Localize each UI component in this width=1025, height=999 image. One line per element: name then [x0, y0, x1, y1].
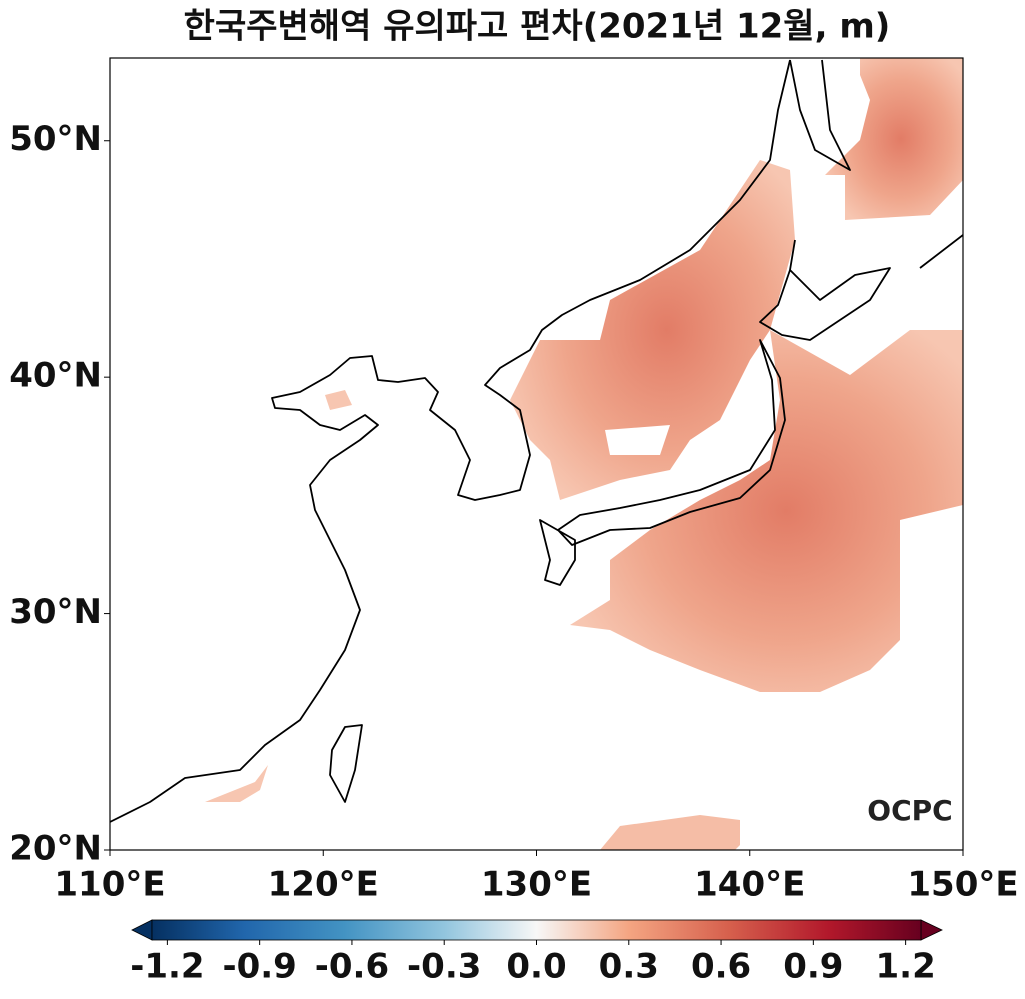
- colorbar-tick-label: -1.2: [130, 947, 204, 987]
- colorbar-tick-label: 0.3: [599, 947, 659, 987]
- logo: OCPC: [867, 794, 952, 827]
- colorbar-tick-label: 0.9: [783, 947, 843, 987]
- x-tick-label: 120°E: [268, 865, 379, 905]
- y-tick-label: 40°N: [9, 356, 102, 396]
- anomaly-area: [205, 765, 268, 802]
- anomaly-area: [825, 58, 963, 220]
- coastline: [539, 339, 786, 586]
- colorbar-tick-label: 0.0: [506, 947, 566, 987]
- anomaly-area: [570, 330, 963, 692]
- title: 한국주변해역 유의파고 편차(2021년 12월, m): [184, 7, 891, 47]
- x-tick-label: 130°E: [481, 865, 592, 905]
- anomaly-area: [510, 160, 795, 500]
- axes: 110°E 120°E 130°E 140°E 150°E 20°N 30°N 40°N 50°…: [9, 119, 1018, 986]
- coastline: [110, 59, 791, 823]
- colorbar-tick-label: -0.3: [407, 947, 481, 987]
- colorbar-tick-label: -0.6: [315, 947, 389, 987]
- colorbar-end: [920, 919, 943, 941]
- y-tick-label: 30°N: [9, 592, 102, 632]
- x-tick-label: 110°E: [54, 865, 165, 905]
- x-tick-label: 140°E: [694, 865, 805, 905]
- anomaly-area: [325, 390, 352, 410]
- coastline: [329, 234, 963, 803]
- colorbar-tick-label: -0.9: [222, 947, 296, 987]
- colorbar-tick-label: 0.6: [691, 947, 751, 987]
- coastline: [759, 59, 891, 341]
- y-tick-label: 20°N: [9, 829, 102, 869]
- anomaly-area: [600, 815, 740, 850]
- map: [110, 58, 963, 850]
- colorbar-end: [131, 919, 153, 941]
- colorbar-tick-label: 1.2: [876, 947, 936, 987]
- x-tick-label: 150°E: [907, 865, 1018, 905]
- y-tick-label: 50°N: [9, 119, 102, 159]
- colorbar: [151, 919, 922, 941]
